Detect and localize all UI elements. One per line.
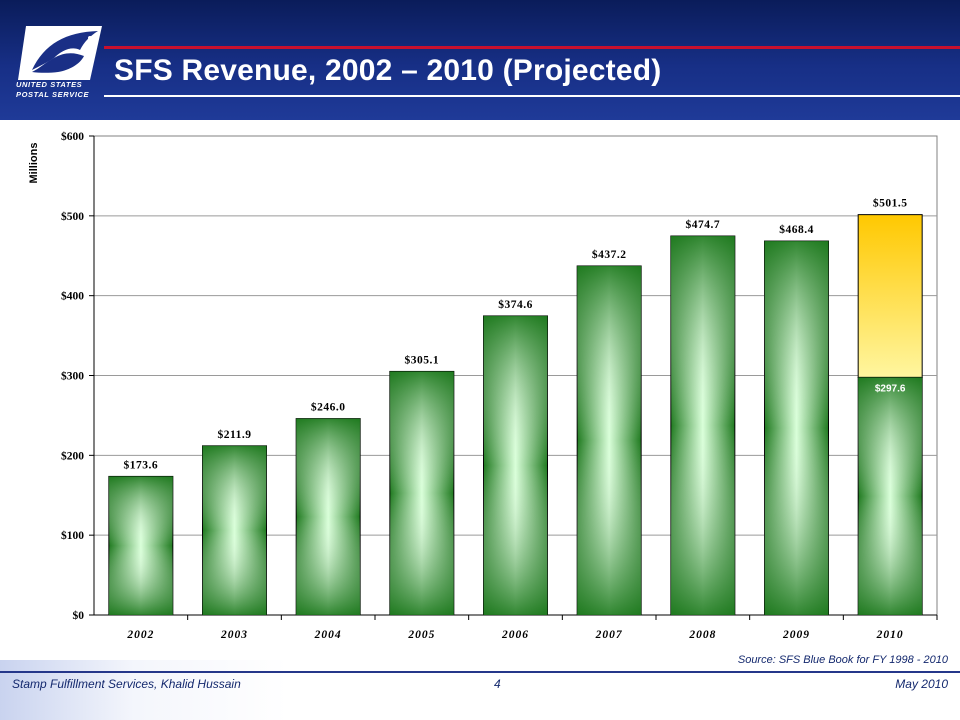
logo-text-line1: UNITED STATES [16, 80, 83, 89]
x-category-label: 2007 [595, 629, 623, 641]
y-axis-label: Millions [28, 142, 40, 184]
x-category-label: 2002 [126, 629, 154, 641]
x-category-label: 2010 [876, 629, 904, 641]
logo-text-line2: POSTAL SERVICE [16, 90, 90, 99]
y-tick-label: $500 [61, 210, 84, 223]
bar-shading [577, 265, 642, 615]
footer-page-number: 4 [494, 677, 501, 691]
bar-value-label: $305.1 [405, 353, 440, 366]
bar-shading [483, 315, 548, 615]
bar-shading [108, 476, 173, 615]
bar-value-label: $468.4 [779, 223, 814, 236]
bar-value-label: $474.7 [686, 218, 721, 231]
x-category-label: 2006 [501, 629, 529, 641]
bar-shading [670, 236, 735, 615]
bar-value-label: $173.6 [124, 458, 159, 471]
bar-value-label: $374.6 [498, 298, 533, 311]
bar-shading [296, 418, 361, 615]
x-category-label: 2005 [407, 629, 435, 641]
bar-inner-label: $297.6 [875, 383, 906, 394]
bar-value-label: $246.0 [311, 401, 346, 414]
y-tick-label: $100 [61, 529, 84, 542]
bar-shading [389, 371, 454, 615]
header-white-rule [104, 95, 960, 97]
y-tick-label: $200 [61, 449, 84, 462]
usps-eagle-logo-icon [18, 26, 102, 80]
y-tick-label: $400 [61, 290, 84, 303]
y-tick-label: $600 [61, 130, 84, 143]
bar-shading [764, 241, 829, 615]
bar-segment-projected [857, 214, 923, 378]
header-red-rule [104, 46, 960, 49]
x-category-label: 2009 [782, 629, 810, 641]
bar-shading [202, 445, 267, 615]
x-category-label: 2008 [688, 629, 716, 641]
footer-date: May 2010 [895, 677, 948, 691]
footer-rule [0, 671, 960, 673]
bar-value-label: $211.9 [218, 428, 252, 441]
revenue-bar-chart: $0 $100 $200 $300 $400 $500 $600 $173.6 2002 $211… [61, 130, 938, 641]
slide-header [0, 0, 960, 120]
bar-value-label: $501.5 [873, 197, 908, 210]
x-category-label: 2004 [314, 629, 342, 641]
slide-title: SFS Revenue, 2002 – 2010 (Projected) [114, 54, 662, 87]
footer-presenter: Stamp Fulfillment Services, Khalid Hussa… [12, 677, 241, 691]
bar-value-label: $437.2 [592, 248, 627, 261]
x-category-label: 2003 [220, 629, 248, 641]
y-tick-label: $300 [61, 370, 84, 383]
source-note: Source: SFS Blue Book for FY 1998 - 2010 [737, 654, 948, 666]
bar-shading [858, 377, 923, 615]
y-tick-label: $0 [73, 609, 85, 622]
